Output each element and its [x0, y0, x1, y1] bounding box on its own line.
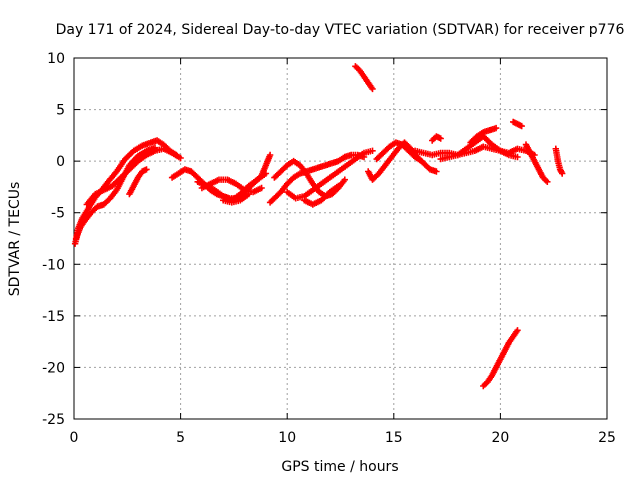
y-tick-label: -25	[42, 412, 65, 428]
series-arc-10	[271, 157, 348, 200]
data-point	[433, 168, 440, 175]
series-arc-22	[552, 145, 566, 177]
x-tick-label: 10	[278, 430, 296, 446]
data-point	[245, 190, 252, 198]
data-point	[559, 170, 566, 177]
series-arc-3	[83, 145, 184, 208]
data-point	[544, 178, 551, 185]
data-point	[262, 170, 270, 177]
series-arc-20	[510, 118, 525, 130]
data-point	[492, 124, 500, 132]
data-point	[335, 182, 342, 190]
x-tick-label: 15	[385, 430, 403, 446]
series-arc-15	[373, 139, 425, 165]
series-arc-7	[198, 176, 265, 196]
y-tick-label: -10	[42, 257, 65, 273]
series-arc-4	[126, 166, 150, 198]
series-arc-12	[301, 182, 342, 208]
series-arc-8	[220, 190, 252, 206]
data-point	[258, 184, 265, 192]
series-arc-19	[467, 124, 500, 146]
x-tick-label: 5	[176, 430, 185, 446]
x-tick-label: 20	[491, 430, 509, 446]
data-point	[418, 157, 425, 165]
data-point	[514, 327, 521, 334]
series-arc-13	[352, 63, 376, 93]
y-tick-label: -5	[51, 206, 65, 222]
data-point	[514, 153, 521, 161]
series-arc-17	[437, 133, 521, 163]
y-tick-label: 0	[56, 154, 65, 170]
y-axis-label: SDTVAR / TECUs	[7, 182, 23, 297]
y-tick-label: 10	[47, 51, 65, 67]
data-point	[177, 154, 184, 162]
data-point	[341, 176, 348, 183]
data-point	[143, 166, 150, 173]
data-point	[518, 122, 525, 130]
series-arc-11	[284, 147, 376, 202]
data-point	[437, 135, 444, 142]
series-arc-1	[72, 137, 180, 242]
y-tick-label: -15	[42, 309, 65, 325]
x-tick-label: 25	[598, 430, 616, 446]
series-arc-6	[194, 170, 270, 204]
data-point	[369, 85, 376, 93]
series-arc-18	[429, 133, 444, 144]
series-arc-23	[480, 327, 521, 390]
series-arc-21	[522, 141, 551, 185]
grid	[74, 58, 607, 419]
x-tick-label: 0	[70, 430, 79, 446]
y-tick-label: -20	[42, 360, 65, 376]
plot-frame	[73, 57, 608, 420]
series-arc-2	[71, 144, 159, 247]
axis-ticks: 0 5 10 15 20 25 10 5 0 -5 -10 -15 -20 -25	[42, 51, 616, 446]
x-axis-label: GPS time / hours	[281, 459, 398, 475]
data-point	[266, 151, 274, 159]
data-points	[71, 63, 566, 390]
y-tick-label: 5	[56, 103, 65, 119]
chart-title: Day 171 of 2024, Sidereal Day-to-day VTE…	[56, 22, 625, 38]
data-point	[369, 147, 376, 154]
